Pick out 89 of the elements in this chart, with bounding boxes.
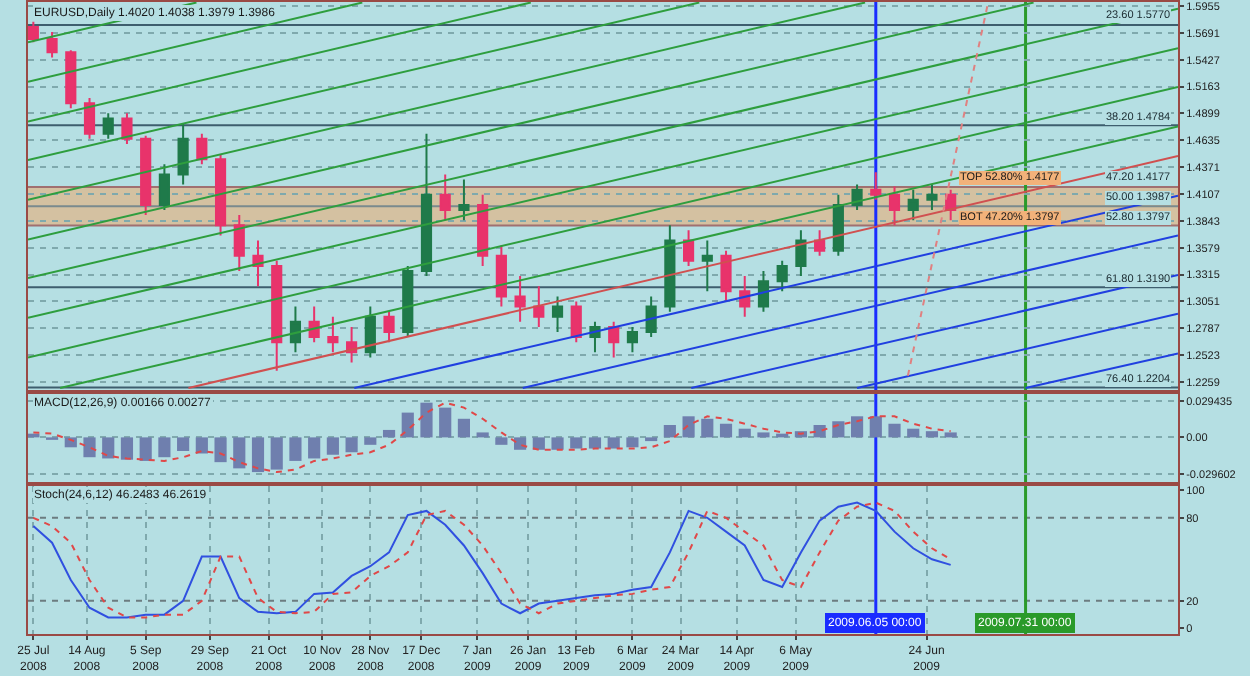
- bar: [570, 437, 583, 449]
- bar: [925, 431, 939, 438]
- bar: [626, 437, 639, 448]
- candlestick: [439, 173, 451, 222]
- candlestick: [177, 122, 189, 186]
- bar: [701, 418, 714, 438]
- candlestick: [608, 320, 620, 359]
- bar: [308, 437, 321, 459]
- candlestick: [683, 229, 695, 267]
- candlestick: [252, 239, 264, 288]
- bar: [869, 416, 882, 438]
- bar: [551, 437, 564, 450]
- candlestick: [46, 31, 58, 59]
- candlestick: [626, 325, 638, 354]
- candlestick: [645, 295, 657, 339]
- bar: [588, 437, 602, 449]
- bar: [195, 437, 208, 454]
- candlestick: [570, 300, 582, 344]
- candlestick: [477, 193, 489, 267]
- candlestick: [739, 275, 751, 318]
- bar: [514, 437, 527, 450]
- bar: [120, 437, 134, 460]
- candlestick: [289, 305, 302, 354]
- candlestick: [271, 259, 283, 372]
- candlestick: [888, 185, 901, 227]
- candlestick: [402, 264, 414, 339]
- candlestick: [776, 259, 788, 293]
- bar: [158, 437, 171, 458]
- bar: [663, 424, 676, 438]
- candlestick: [907, 188, 919, 222]
- candlestick: [364, 305, 376, 359]
- bar: [738, 428, 751, 438]
- candlestick: [795, 229, 807, 278]
- candlestick: [514, 275, 526, 323]
- candlestick: [158, 163, 170, 211]
- bar: [177, 437, 190, 452]
- bar: [457, 418, 471, 438]
- bar: [907, 428, 920, 438]
- candlestick: [383, 310, 395, 344]
- candlestick: [551, 295, 564, 334]
- candlestick: [233, 214, 245, 272]
- candlestick: [420, 132, 433, 278]
- bar: [139, 437, 152, 461]
- candlestick: [814, 229, 826, 257]
- bar: [382, 429, 396, 438]
- bar: [364, 437, 377, 445]
- bar: [757, 432, 770, 438]
- candlestick: [720, 249, 732, 303]
- bar: [233, 437, 246, 469]
- candlestick: [121, 112, 133, 145]
- candlestick: [664, 224, 676, 313]
- candlestick: [140, 134, 152, 217]
- bar: [251, 437, 265, 473]
- bar: [102, 437, 115, 459]
- bar: [944, 432, 957, 438]
- bar: [476, 432, 489, 438]
- candlestick: [533, 285, 545, 328]
- bar: [270, 437, 283, 470]
- candlestick: [926, 183, 938, 211]
- bar: [439, 407, 452, 438]
- candlestick: [196, 132, 208, 166]
- bar: [214, 437, 227, 463]
- bar: [850, 416, 864, 438]
- bar: [607, 437, 620, 449]
- bar: [719, 423, 733, 438]
- candlestick: [757, 270, 770, 313]
- candlestick: [495, 244, 507, 308]
- candlestick: [458, 178, 470, 222]
- candlestick: [65, 49, 77, 110]
- bar: [326, 437, 339, 455]
- bar: [532, 437, 545, 450]
- candlestick: [701, 239, 713, 293]
- bar: [832, 421, 845, 438]
- candlestick: [83, 97, 96, 140]
- bar: [495, 437, 508, 445]
- candlestick: [214, 153, 227, 237]
- line-series: [32, 501, 952, 619]
- bar: [289, 437, 302, 461]
- bar: [83, 437, 96, 458]
- line-series: [32, 401, 952, 474]
- bar: [682, 416, 695, 438]
- bar: [888, 423, 901, 438]
- candlestick: [870, 171, 882, 201]
- candlestick: [28, 20, 39, 44]
- candlestick: [832, 193, 844, 257]
- bar: [420, 402, 433, 438]
- candlestick: [102, 112, 114, 140]
- candlestick: [327, 315, 339, 354]
- bar: [345, 437, 358, 453]
